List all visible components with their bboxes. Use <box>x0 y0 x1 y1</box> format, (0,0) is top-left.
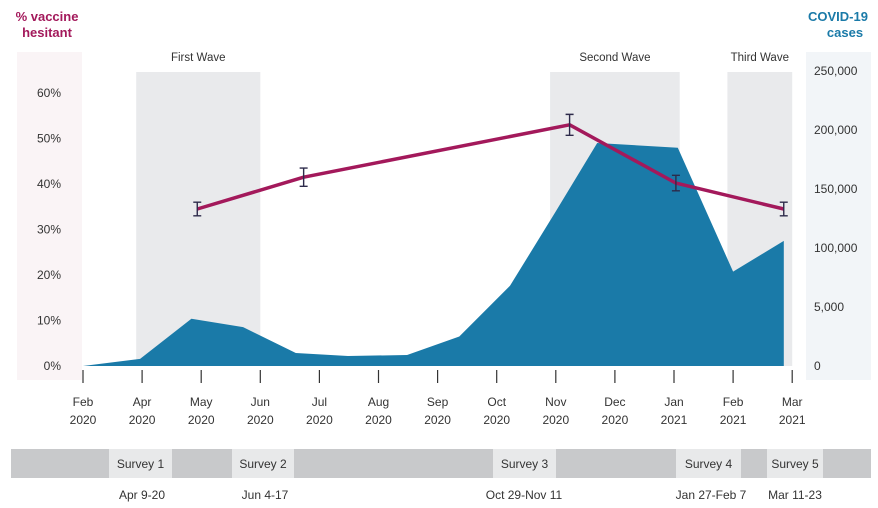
x-tick-year: 2020 <box>70 413 97 427</box>
x-tick-year: 2021 <box>661 413 688 427</box>
x-tick-year: 2020 <box>129 413 156 427</box>
x-tick-year: 2020 <box>424 413 451 427</box>
left-axis-panel <box>17 52 82 380</box>
x-tick-month: Jul <box>312 395 327 409</box>
error-bar <box>565 113 574 137</box>
x-tick-year: 2020 <box>542 413 569 427</box>
x-tick-month: Jun <box>251 395 270 409</box>
left-tick-label: 0% <box>44 359 62 373</box>
x-tick-year: 2021 <box>720 413 747 427</box>
x-tick-month: Nov <box>545 395 566 409</box>
left-axis-title-line2: hesitant <box>22 25 73 40</box>
survey-name: Survey 3 <box>501 457 549 471</box>
hesitancy-line <box>193 113 788 217</box>
left-axis: 0% 10% 20% 30% 40% 50% 60% <box>37 86 61 373</box>
x-tick-month: May <box>190 395 213 409</box>
x-tick-month: Feb <box>723 395 744 409</box>
x-tick-month: Aug <box>368 395 389 409</box>
left-tick-label: 30% <box>37 223 61 237</box>
x-tick-year: 2020 <box>365 413 392 427</box>
right-axis-panel <box>806 52 871 380</box>
survey-dates: Jan 27-Feb 7 <box>676 488 747 502</box>
left-tick-label: 10% <box>37 314 61 328</box>
survey-name: Survey 5 <box>771 457 819 471</box>
cases-area-shape <box>83 143 784 366</box>
error-bar <box>779 201 788 217</box>
wave-band <box>136 72 261 366</box>
right-tick-label: 250,000 <box>814 64 858 78</box>
survey-period <box>493 449 556 478</box>
survey-timeline: Survey 1 Apr 9-20 Survey 2 Jun 4-17 Survey 3… <box>109 449 823 502</box>
x-tick-year: 2020 <box>483 413 510 427</box>
x-tick-month: Mar <box>782 395 803 409</box>
survey-period <box>676 449 741 478</box>
error-bar <box>671 174 680 192</box>
survey-name: Survey 2 <box>239 457 287 471</box>
survey-dates: Oct 29-Nov 11 <box>486 488 563 502</box>
left-tick-label: 40% <box>37 177 61 191</box>
x-tick-month: Dec <box>604 395 625 409</box>
wave-label: First Wave <box>171 52 226 64</box>
x-tick-month: Jan <box>664 395 683 409</box>
x-tick-year: 2020 <box>602 413 629 427</box>
survey-name: Survey 1 <box>117 457 165 471</box>
left-axis-title-line1: % vaccine <box>16 9 79 24</box>
x-tick-month: Feb <box>73 395 94 409</box>
wave-label: Third Wave <box>731 52 789 64</box>
right-tick-label: 100,000 <box>814 241 858 255</box>
survey-period <box>109 449 172 478</box>
right-axis: 0 5,000 100,000 150,000 200,000 250,000 <box>814 64 858 373</box>
right-tick-label: 5,000 <box>814 300 844 314</box>
x-axis: Feb 2020 Apr 2020 May 2020 Jun 2020 Jul 2020 Aug 20… <box>70 370 806 427</box>
survey-name: Survey 4 <box>685 457 733 471</box>
survey-dates: Jun 4-17 <box>242 488 289 502</box>
right-axis-title-line1: COVID-19 <box>808 9 868 24</box>
x-tick-year: 2021 <box>779 413 806 427</box>
x-tick-year: 2020 <box>306 413 333 427</box>
survey-dates: Mar 11-23 <box>768 488 822 502</box>
left-tick-label: 50% <box>37 132 61 146</box>
right-axis-title-line2: cases <box>827 25 863 40</box>
survey-dates: Apr 9-20 <box>119 488 165 502</box>
left-tick-label: 60% <box>37 86 61 100</box>
left-tick-label: 20% <box>37 268 61 282</box>
x-tick-year: 2020 <box>247 413 274 427</box>
error-bar <box>193 201 202 217</box>
wave-label: Second Wave <box>579 52 650 64</box>
error-bar <box>299 167 308 187</box>
survey-period <box>232 449 294 478</box>
x-tick-month: Sep <box>427 395 449 409</box>
x-tick-month: Oct <box>487 395 506 409</box>
x-tick-month: Apr <box>133 395 152 409</box>
right-tick-label: 0 <box>814 359 821 373</box>
right-tick-label: 150,000 <box>814 182 858 196</box>
right-tick-label: 200,000 <box>814 123 858 137</box>
survey-period <box>767 449 823 478</box>
x-tick-year: 2020 <box>188 413 215 427</box>
cases-area <box>83 143 784 366</box>
